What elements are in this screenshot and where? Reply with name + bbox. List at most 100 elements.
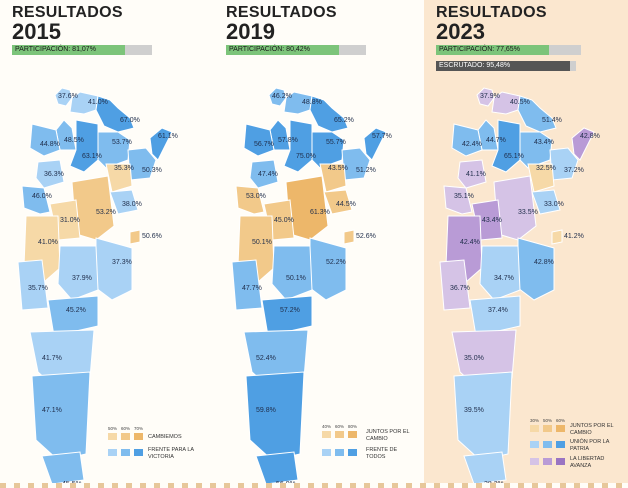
province-value-label: 35.0% [464, 355, 484, 362]
province-region [531, 189, 561, 215]
province-value-label: 41.0% [38, 239, 58, 246]
province-value-label: 42.4% [462, 141, 482, 148]
province-value-label: 47.1% [42, 407, 62, 414]
legend-percent: 40% [322, 424, 332, 429]
province-value-label: 57.7% [372, 133, 392, 140]
province-region [97, 131, 131, 169]
legend-swatch [335, 431, 344, 438]
province-region [249, 159, 279, 189]
province-region [309, 237, 347, 301]
scrutiny-fill [436, 61, 570, 71]
province-value-label: 61.1% [158, 133, 178, 140]
legend-label: UNIÓN POR LA PATRIA [570, 439, 610, 452]
argentina-map: 37.6% 41.0% 67.0% 61.1% 48.5% 53.7% 44.8% 63.1%… [17, 87, 178, 488]
province-value-label: 48.5% [64, 137, 84, 144]
province-value-label: 67.0% [120, 117, 140, 124]
participation-bar: PARTICIPACIÓN: 77,65% [436, 45, 581, 55]
province-region [17, 259, 49, 311]
legend-label: CAMBIEMOS [148, 434, 182, 440]
province-region [571, 127, 595, 161]
legend-swatch [134, 449, 143, 456]
participation-fill [436, 45, 549, 55]
province-value-label: 57.8% [278, 137, 298, 144]
province-region [517, 237, 555, 301]
legend-swatch [556, 441, 565, 448]
province-region [443, 185, 473, 215]
decorative-border [0, 483, 628, 488]
province-region [47, 295, 99, 337]
province-region [129, 229, 141, 245]
province-value-label: 33.5% [518, 209, 538, 216]
province-value-label: 44.8% [40, 141, 60, 148]
legend-swatch [530, 425, 539, 432]
panel-2019: RESULTADOS 2019 PARTICIPACIÓN: 80,42% 46… [214, 0, 424, 488]
participation-text: PARTICIPACIÓN: 77,65% [439, 46, 520, 53]
province-region [479, 245, 521, 301]
province-region [271, 245, 313, 301]
province-value-label: 41.1% [466, 171, 486, 178]
province-value-label: 37.9% [480, 93, 500, 100]
province-region [439, 259, 471, 311]
province-region [255, 451, 299, 485]
province-region [519, 131, 553, 169]
province-value-label: 45.2% [66, 307, 86, 314]
province-value-label: 53.0% [246, 193, 266, 200]
province-region [309, 95, 349, 133]
results-heading: RESULTADOS [12, 4, 123, 21]
argentina-map: 46.2% 48.8% 65.2% 57.7% 57.8% 55.7% 56.7% 75.0%… [231, 87, 392, 488]
province-value-label: 43.4% [482, 217, 502, 224]
legend-percent: 60% [335, 424, 345, 429]
province-region [453, 371, 513, 461]
province-value-label: 63.1% [82, 153, 102, 160]
province-region [41, 451, 85, 485]
province-value-label: 57.2% [280, 307, 300, 314]
province-value-label: 37.6% [58, 93, 78, 100]
legend-swatch [108, 433, 117, 440]
province-value-label: 35.3% [114, 165, 134, 172]
province-value-label: 44.5% [336, 201, 356, 208]
province-region [105, 163, 133, 193]
legend-swatch [348, 431, 357, 438]
panel-2015: RESULTADOS 2015 PARTICIPACIÓN: 81,07% 37… [0, 0, 210, 488]
province-region [235, 185, 265, 215]
province-value-label: 52.6% [356, 233, 376, 240]
legend-swatch [108, 449, 117, 456]
province-value-label: 65.1% [504, 153, 524, 160]
province-value-label: 44.7% [486, 137, 506, 144]
province-value-label: 42.4% [460, 239, 480, 246]
province-value-label: 61.3% [310, 209, 330, 216]
province-region [243, 123, 275, 157]
legend-swatch [556, 458, 565, 465]
province-value-label: 40.5% [510, 99, 530, 106]
argentina-map: 37.9% 40.5% 51.4% 42.8% 44.7% 43.4% 42.4% 65.1%… [439, 87, 600, 488]
province-region [463, 451, 507, 485]
province-value-label: 31.0% [60, 217, 80, 224]
legend-swatch [335, 449, 344, 456]
province-region [29, 123, 61, 157]
legend-percent: 80% [348, 424, 358, 429]
province-region [311, 131, 345, 169]
province-value-label: 37.4% [488, 307, 508, 314]
participation-text: PARTICIPACIÓN: 81,07% [15, 46, 96, 53]
province-value-label: 56.7% [254, 141, 274, 148]
province-region [31, 371, 91, 461]
province-value-label: 55.7% [326, 139, 346, 146]
province-region [231, 259, 263, 311]
legend-percent: 50% [543, 418, 553, 423]
province-region [517, 95, 557, 133]
province-region [109, 189, 139, 215]
panel-2023: RESULTADOS 2023 PARTICIPACIÓN: 77,65% ES… [424, 0, 628, 488]
legend-percent: 50% [108, 426, 118, 431]
legend-percent: 60% [556, 418, 566, 423]
province-region [527, 163, 555, 193]
province-region [323, 189, 353, 215]
legend-percent: 60% [121, 426, 131, 431]
province-value-label: 37.9% [72, 275, 92, 282]
province-value-label: 43.5% [328, 165, 348, 172]
scrutiny-bar: ESCRUTADO: 95,48% [436, 61, 576, 71]
province-region [283, 119, 313, 173]
province-region [451, 123, 483, 157]
legend-swatch [322, 449, 331, 456]
legend-label: JUNTOS POR EL CAMBIO [366, 429, 410, 442]
province-value-label: 50.1% [286, 275, 306, 282]
